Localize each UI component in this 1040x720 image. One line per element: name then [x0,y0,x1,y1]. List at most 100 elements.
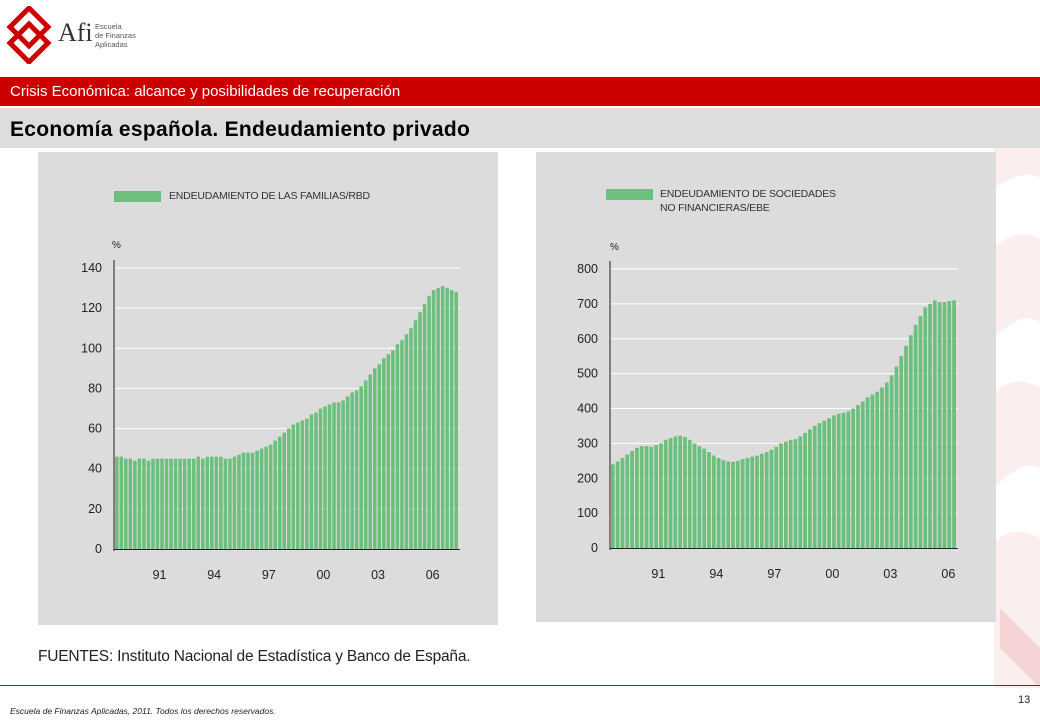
bar [354,390,359,549]
bar [827,418,831,548]
bar [702,448,707,548]
bar [291,424,296,549]
bar [137,458,142,549]
bar [382,358,386,549]
bar [273,440,277,549]
y-tick-label: 0 [591,541,598,555]
bar [314,412,318,549]
bar [255,450,259,549]
bar [223,458,228,549]
bar [942,302,947,548]
bar [164,458,169,549]
y-tick-label: 80 [88,381,102,395]
bar [875,391,880,548]
bar [784,441,788,548]
bar [899,356,904,548]
bar [400,340,404,549]
decorative-swoosh-icon [994,148,1040,688]
bar [246,452,250,549]
bar [436,288,440,549]
bar [779,443,783,549]
bar [287,428,291,549]
bar [822,420,827,548]
bar [836,413,841,548]
bar [812,425,817,548]
bar [363,380,368,549]
bar [615,461,620,548]
logo-sub-line-3: Aplicadas [95,40,128,49]
unit-label-families: % [112,240,121,251]
bar [649,446,654,548]
y-tick-label: 100 [577,506,598,520]
bar [350,392,354,549]
bar [692,443,697,549]
page-number: 13 [1018,694,1031,706]
bar [798,436,803,548]
bar [182,458,187,549]
bar [359,386,363,549]
bar [774,446,779,548]
bar [663,439,668,548]
bar [386,354,391,549]
bar [841,412,846,548]
slide-title: Economía española. Endeudamiento privado [10,118,471,141]
bar [169,458,173,549]
unit-label-companies: % [610,242,619,253]
footer-divider [0,685,1040,686]
logo-subtitle: Escuela de Finanzas Aplicadas [95,22,136,49]
section-title: Crisis Económica: alcance y posibilidade… [10,83,401,100]
bar [908,335,913,548]
chart-panel-families: ENDEUDAMIENTO DE LAS FAMILIAS/RBD % 0 20 4… [38,152,498,625]
bar [856,405,860,548]
bar [711,455,716,548]
bar [373,368,377,549]
bar [237,454,241,549]
chart-families: 0 20 40 60 80 100 120 140 91 94 97 00 03 06 [81,260,460,582]
bar [793,439,798,548]
bar [620,458,625,548]
bar [142,458,146,549]
bar [884,382,889,548]
bar [745,458,750,548]
bar [341,400,345,549]
logo-sub-line-1: Escuela [95,22,122,31]
bar [128,458,133,549]
bar [119,456,124,549]
bar [639,446,644,548]
bar [268,444,273,549]
bar [309,414,314,549]
bar [160,458,164,549]
bar [241,452,246,549]
bar [764,452,769,548]
bar [332,402,336,549]
y-tick-label: 600 [577,332,598,346]
bar [395,344,400,549]
y-tick-label: 500 [577,367,598,381]
y-tick-label: 0 [95,542,102,556]
bar [205,456,210,549]
bar [277,436,282,549]
bar [445,288,449,549]
y-tick-label: 700 [577,297,598,311]
y-tick-label: 300 [577,436,598,450]
bar [865,397,870,548]
chart-companies: 0 100 200 300 400 500 600 700 800 91 94 97 00 03 06 [577,261,958,581]
x-tick-label: 97 [767,567,781,581]
bar [808,429,812,548]
bar [870,394,875,548]
y-tick-label: 140 [81,261,102,275]
logo-name: Afi [58,18,93,47]
bar [146,460,151,549]
chart-panel-companies: ENDEUDAMIENTO DE SOCIEDADES NO FINANCIER… [536,152,996,622]
bar [232,456,237,549]
bar [889,375,894,548]
logo-sub-line-2: de Finanzas [95,31,136,40]
bar [345,396,350,549]
bar [178,458,182,549]
bar [687,439,692,548]
bar [750,456,755,548]
bar [735,460,740,548]
bar [721,460,726,548]
bar [788,439,793,548]
bar [282,432,286,549]
